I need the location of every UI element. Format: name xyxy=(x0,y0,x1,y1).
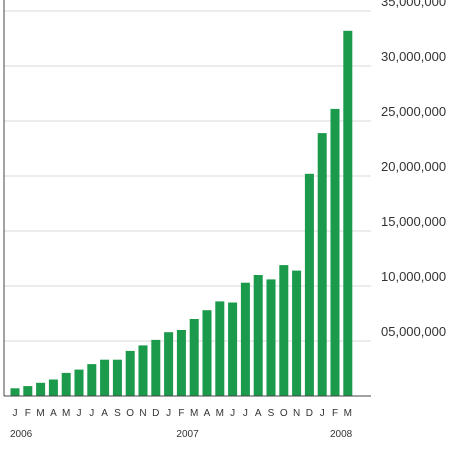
bar xyxy=(279,265,289,396)
x-tick-label: M xyxy=(216,408,224,419)
bar xyxy=(202,310,212,396)
x-tick-label: J xyxy=(89,408,94,419)
bar xyxy=(343,30,353,397)
bar xyxy=(74,369,84,396)
bar xyxy=(266,279,276,396)
y-tick-label: 10,000,000 xyxy=(381,269,446,284)
x-tick-label: M xyxy=(190,408,198,419)
x-tick-label: J xyxy=(166,408,171,419)
y-tick-labels: 35,000,000 30,000,000 25,000,000 20,000,000… xyxy=(381,0,446,339)
x-tick-label: A xyxy=(255,408,262,419)
x-tick-label: M xyxy=(344,408,352,419)
year-label: 2007 xyxy=(176,429,199,440)
bar xyxy=(87,364,97,396)
bar xyxy=(164,332,174,396)
x-tick-label: N xyxy=(139,408,146,419)
bar xyxy=(23,386,33,396)
year-label: 2008 xyxy=(330,429,353,440)
y-tick-label: 35,000,000 xyxy=(381,0,446,9)
x-tick-label: F xyxy=(25,408,31,419)
x-tick-label: J xyxy=(230,408,235,419)
x-tick-label: O xyxy=(126,408,134,419)
bar xyxy=(100,359,110,396)
y-tick-label: 15,000,000 xyxy=(381,214,446,229)
x-tick-label: J xyxy=(77,408,82,419)
x-tick-label: A xyxy=(50,408,57,419)
bar xyxy=(189,319,199,396)
grid-lines xyxy=(4,10,371,342)
bar xyxy=(176,330,186,396)
bar xyxy=(125,350,135,396)
x-tick-label: N xyxy=(293,408,300,419)
bar xyxy=(317,133,327,396)
bar xyxy=(292,270,302,396)
y-tick-label: 05,000,000 xyxy=(381,324,446,339)
x-tick-label: J xyxy=(13,408,18,419)
bar xyxy=(228,302,238,396)
x-tick-label: S xyxy=(114,408,121,419)
bar xyxy=(48,379,58,396)
bar xyxy=(138,345,148,396)
y-tick-label: 30,000,000 xyxy=(381,49,446,64)
x-tick-label: F xyxy=(332,408,338,419)
x-tick-label: D xyxy=(152,408,159,419)
x-tick-label: M xyxy=(36,408,44,419)
bar xyxy=(330,108,340,397)
bars xyxy=(10,30,353,397)
bar xyxy=(36,382,46,396)
bar xyxy=(304,173,314,396)
y-tick-label: 20,000,000 xyxy=(381,159,446,174)
bar xyxy=(253,275,263,396)
bar xyxy=(10,388,20,396)
year-label: 2006 xyxy=(10,429,33,440)
x-tick-label: S xyxy=(268,408,275,419)
x-tick-label: J xyxy=(243,408,248,419)
bar xyxy=(240,282,250,396)
bar xyxy=(112,359,122,396)
x-tick-label: A xyxy=(204,408,211,419)
bar xyxy=(61,372,71,396)
x-tick-label: J xyxy=(320,408,325,419)
x-tick-label: M xyxy=(62,408,70,419)
x-tick-label: O xyxy=(280,408,288,419)
x-tick-label: A xyxy=(101,408,108,419)
bar xyxy=(215,301,225,396)
bar xyxy=(151,339,161,396)
y-tick-label: 25,000,000 xyxy=(381,104,446,119)
x-tick-label: F xyxy=(178,408,184,419)
x-tick-label: D xyxy=(306,408,313,419)
year-labels: 2006 2007 2008 xyxy=(10,429,353,440)
